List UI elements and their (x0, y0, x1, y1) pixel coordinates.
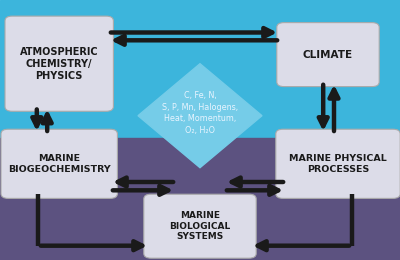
FancyBboxPatch shape (277, 23, 379, 87)
Polygon shape (138, 64, 262, 168)
Text: C, Fe, N,
S, P, Mn, Halogens,
Heat, Momentum,
O₂, H₂O: C, Fe, N, S, P, Mn, Halogens, Heat, Mome… (162, 91, 238, 135)
Text: MARINE
BIOGEOCHEMISTRY: MARINE BIOGEOCHEMISTRY (8, 154, 110, 174)
FancyBboxPatch shape (5, 16, 114, 111)
Text: CLIMATE: CLIMATE (303, 50, 353, 60)
Bar (0, 0, 400, 138)
Bar (0, 138, 400, 260)
FancyBboxPatch shape (1, 129, 118, 198)
FancyBboxPatch shape (144, 194, 256, 258)
FancyBboxPatch shape (276, 129, 400, 198)
Text: MARINE PHYSICAL
PROCESSES: MARINE PHYSICAL PROCESSES (289, 154, 387, 174)
Text: MARINE
BIOLOGICAL
SYSTEMS: MARINE BIOLOGICAL SYSTEMS (169, 211, 231, 242)
Text: ATMOSPHERIC
CHEMISTRY/
PHYSICS: ATMOSPHERIC CHEMISTRY/ PHYSICS (20, 47, 98, 81)
